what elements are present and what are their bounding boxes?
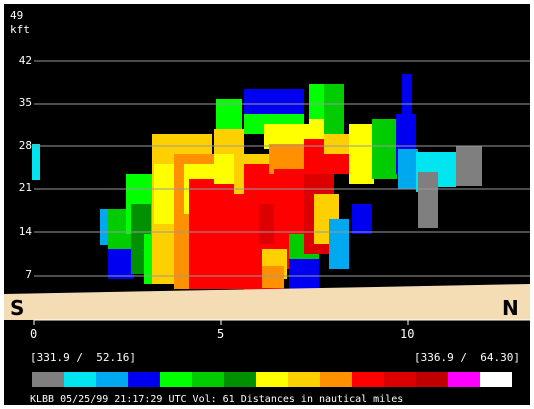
x-tick-label-10: 10 xyxy=(400,327,415,341)
north-direction-label: N xyxy=(502,296,519,320)
left-endpoint-coordinates: [331.9 / 52.16] xyxy=(30,351,136,364)
reflectivity-cell xyxy=(329,219,349,269)
legend-swatch xyxy=(448,372,480,387)
y-tick-label-42: 42 xyxy=(18,54,32,67)
legend-swatch xyxy=(160,372,192,387)
cross-section-plot xyxy=(4,60,530,325)
legend-swatch xyxy=(288,372,320,387)
legend-swatch xyxy=(224,372,256,387)
reflectivity-cell xyxy=(418,172,438,228)
legend-swatch xyxy=(96,372,128,387)
legend-swatch xyxy=(256,372,288,387)
reflectivity-cell xyxy=(214,129,244,154)
reflectivity-cells xyxy=(32,74,482,294)
ground-terrain xyxy=(4,284,530,320)
legend-swatch xyxy=(32,372,64,387)
reflectivity-cell xyxy=(189,179,244,289)
reflectivity-cell xyxy=(262,266,284,288)
reflectivity-cell xyxy=(402,74,412,144)
y-tick-label-35: 35 xyxy=(18,96,32,109)
legend-swatch xyxy=(480,372,512,387)
reflectivity-cell xyxy=(349,124,374,184)
y-tick-label-7: 7 xyxy=(25,268,32,281)
south-direction-label: S xyxy=(10,296,25,320)
y-axis-unit: kft xyxy=(10,23,30,36)
x-tick-label-0: 0 xyxy=(30,327,38,341)
reflectivity-cell xyxy=(352,204,372,234)
y-tick-label-28: 28 xyxy=(18,139,32,152)
reflectivity-cell xyxy=(144,234,154,284)
x-tick-marks xyxy=(33,320,409,325)
gridlines xyxy=(34,60,530,277)
y-tick-label-21: 21 xyxy=(18,181,32,194)
radar-cross-section-display: 49 kft 42 35 28 21 14 7 S N 0 5 10 [331.… xyxy=(4,4,530,405)
legend-swatch xyxy=(416,372,448,387)
legend-swatch xyxy=(384,372,416,387)
legend-swatch xyxy=(128,372,160,387)
reflectivity-cell xyxy=(324,134,349,154)
y-tick-label-14: 14 xyxy=(18,225,32,238)
reflectivity-cell xyxy=(108,249,134,279)
legend-swatch xyxy=(192,372,224,387)
reflectivity-cell xyxy=(289,259,319,289)
x-tick-label-5: 5 xyxy=(217,327,225,341)
legend-swatch xyxy=(64,372,96,387)
status-line: KLBB 05/25/99 21:17:29 UTC Vol: 61 Dista… xyxy=(30,394,404,405)
right-endpoint-coordinates: [336.9 / 64.30] xyxy=(414,351,520,364)
legend-swatch xyxy=(320,372,352,387)
reflectivity-cell xyxy=(398,149,418,189)
reflectivity-cell xyxy=(456,146,482,186)
reflectivity-cell xyxy=(324,84,344,134)
legend-swatch xyxy=(352,372,384,387)
y-axis-top-label: 49 xyxy=(10,9,24,22)
reflectivity-cell xyxy=(372,119,397,179)
reflectivity-cell xyxy=(32,144,40,180)
reflectivity-color-legend xyxy=(32,372,512,387)
